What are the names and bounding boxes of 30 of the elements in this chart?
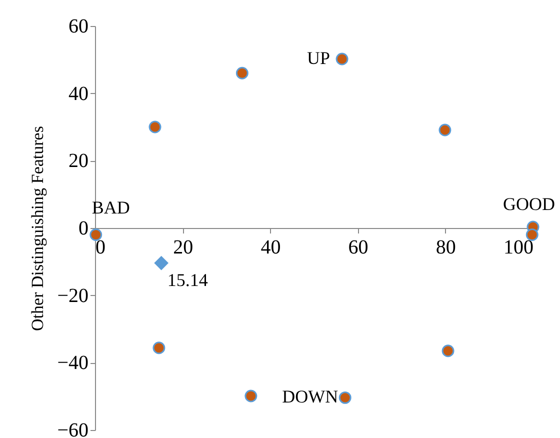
x-tick-label: 60 bbox=[348, 236, 368, 258]
y-tick-label: 40 bbox=[68, 82, 88, 105]
y-tick-label: −60 bbox=[57, 420, 88, 438]
point bbox=[236, 66, 248, 80]
point bbox=[154, 256, 168, 270]
x-tick-label: 20 bbox=[173, 236, 194, 258]
y-tick-label: 0 bbox=[78, 218, 88, 240]
point bbox=[90, 228, 102, 241]
point bbox=[442, 344, 454, 358]
point bbox=[152, 342, 166, 354]
annotation: 15.14 bbox=[167, 270, 208, 290]
y-tick-label: −40 bbox=[57, 352, 88, 374]
annotation: BAD bbox=[92, 198, 130, 218]
annotation: DOWN bbox=[282, 386, 338, 407]
point bbox=[526, 228, 538, 241]
point bbox=[338, 391, 352, 404]
x-tick-label: 0 bbox=[96, 236, 106, 258]
point bbox=[438, 124, 452, 136]
y-axis-title: Other Distinguishing Features bbox=[28, 126, 48, 331]
x-tick-label: 40 bbox=[260, 236, 281, 258]
y-tick-label: 20 bbox=[68, 150, 88, 172]
point bbox=[336, 52, 348, 66]
point bbox=[148, 120, 162, 134]
x-tick-label: 100 bbox=[504, 236, 534, 258]
y-tick-label: 60 bbox=[68, 16, 88, 38]
annotation: GOOD bbox=[503, 194, 555, 214]
point bbox=[244, 390, 258, 402]
annotation: UP bbox=[307, 48, 330, 68]
y-tick-label: −20 bbox=[57, 284, 88, 307]
x-tick-label: 80 bbox=[436, 236, 456, 258]
